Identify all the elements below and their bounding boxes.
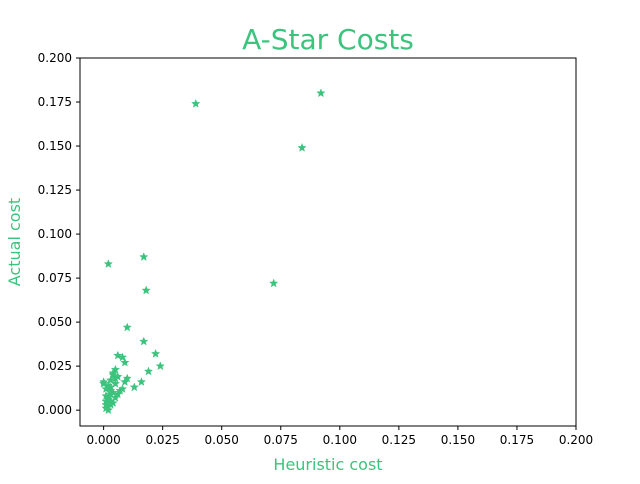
data-point-star bbox=[106, 389, 116, 399]
data-point-star bbox=[110, 364, 121, 374]
data-point-star bbox=[143, 366, 154, 376]
plot-area: 0.000 0.025 0.050 0.075 0.100 0.125 0.150 0.175… bbox=[38, 51, 594, 447]
chart-title: A-Star Costs bbox=[242, 23, 414, 56]
data-point-star bbox=[150, 348, 161, 358]
data-point-star bbox=[117, 384, 128, 393]
data-point-star bbox=[269, 278, 279, 288]
data-point-star bbox=[117, 352, 128, 362]
x-tick-label: 0.075 bbox=[264, 433, 298, 447]
y-tick-label: 0.000 bbox=[38, 403, 72, 417]
x-tick-label: 0.200 bbox=[559, 433, 593, 447]
y-tick-label: 0.100 bbox=[38, 227, 72, 241]
x-tick-label: 0.125 bbox=[382, 433, 416, 447]
data-point-star bbox=[106, 385, 116, 395]
data-point-star bbox=[316, 88, 326, 98]
x-axis-ticks: 0.000 0.025 0.050 0.075 0.100 0.125 0.150 0.175… bbox=[86, 426, 593, 447]
data-point-star bbox=[141, 285, 151, 295]
y-tick-label: 0.125 bbox=[38, 183, 72, 197]
y-tick-label: 0.050 bbox=[38, 315, 72, 329]
data-point-star bbox=[103, 398, 114, 408]
x-tick-label: 0.050 bbox=[205, 433, 239, 447]
y-tick-label: 0.175 bbox=[38, 95, 72, 109]
data-point-star bbox=[191, 98, 201, 108]
data-point-star bbox=[110, 373, 121, 383]
data-point-star bbox=[297, 142, 307, 152]
y-tick-label: 0.025 bbox=[38, 359, 72, 373]
data-point-star bbox=[120, 357, 130, 367]
data-point-star bbox=[103, 405, 114, 415]
x-tick-label: 0.025 bbox=[145, 433, 179, 447]
data-point-star bbox=[129, 382, 139, 392]
data-point-star bbox=[155, 361, 165, 371]
x-tick-label: 0.000 bbox=[86, 433, 120, 447]
data-point-star bbox=[113, 350, 123, 360]
x-axis-label: Heuristic cost bbox=[273, 455, 382, 474]
data-point-star bbox=[122, 373, 132, 383]
x-tick-label: 0.100 bbox=[323, 433, 357, 447]
data-point-star bbox=[139, 252, 149, 261]
y-axis-ticks: 0.000 0.025 0.050 0.075 0.100 0.125 0.150 0.175… bbox=[38, 51, 80, 417]
y-tick-label: 0.150 bbox=[38, 139, 72, 153]
data-point-star bbox=[103, 259, 114, 268]
y-tick-label: 0.200 bbox=[38, 51, 72, 65]
x-tick-label: 0.175 bbox=[500, 433, 534, 447]
data-points bbox=[98, 88, 326, 415]
axes-frame bbox=[79, 57, 577, 427]
data-point-star bbox=[136, 377, 147, 386]
data-point-star bbox=[110, 378, 121, 388]
data-point-star bbox=[108, 368, 118, 378]
data-point-star bbox=[98, 377, 109, 386]
data-point-star bbox=[122, 322, 132, 332]
y-tick-label: 0.075 bbox=[38, 271, 72, 285]
data-point-star bbox=[139, 336, 149, 346]
y-axis-label: Actual cost bbox=[5, 198, 24, 286]
x-tick-label: 0.150 bbox=[441, 433, 475, 447]
